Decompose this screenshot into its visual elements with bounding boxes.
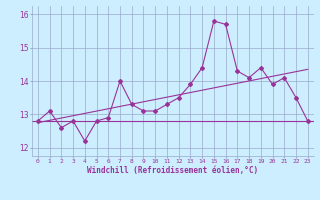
X-axis label: Windchill (Refroidissement éolien,°C): Windchill (Refroidissement éolien,°C) bbox=[87, 166, 258, 175]
